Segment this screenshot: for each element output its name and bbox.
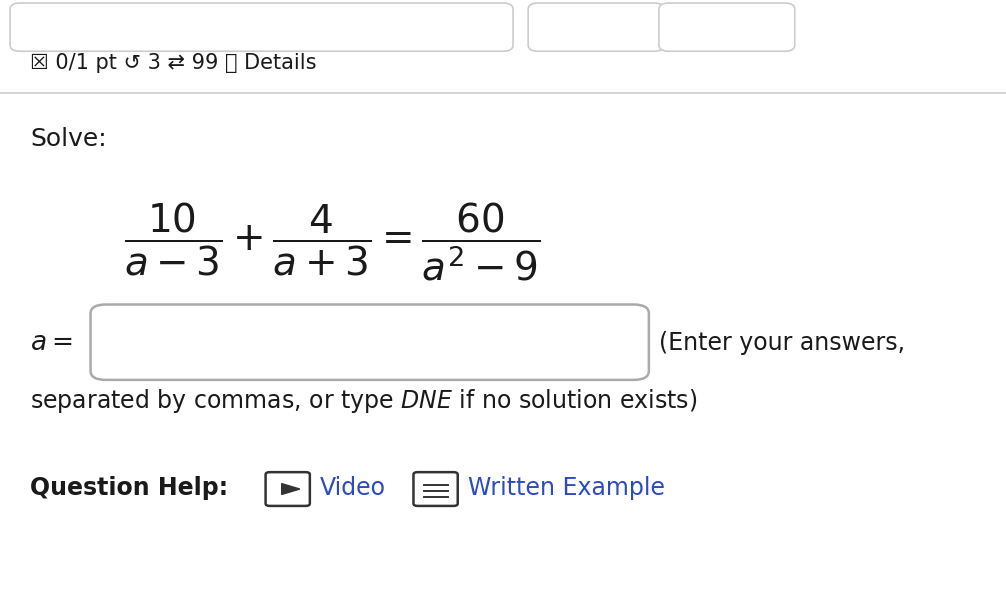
Polygon shape [282,484,300,494]
FancyBboxPatch shape [266,472,310,506]
Text: $\dfrac{10}{a-3}+\dfrac{4}{a+3}=\dfrac{60}{a^2-9}$: $\dfrac{10}{a-3}+\dfrac{4}{a+3}=\dfrac{6… [124,200,540,283]
Text: $a =$: $a =$ [30,329,72,356]
Text: Question Help:: Question Help: [30,476,228,500]
Text: ☒ 0/1 pt ↺ 3 ⇄ 99 ⓘ Details: ☒ 0/1 pt ↺ 3 ⇄ 99 ⓘ Details [30,53,317,74]
Text: Written Example: Written Example [468,476,665,500]
FancyBboxPatch shape [659,3,795,51]
FancyBboxPatch shape [413,472,458,506]
FancyBboxPatch shape [10,3,513,51]
FancyBboxPatch shape [528,3,664,51]
Text: separated by commas, or type $\mathit{DNE}$ if no solution exists): separated by commas, or type $\mathit{DN… [30,387,697,415]
Text: Video: Video [320,476,386,500]
Text: Solve:: Solve: [30,127,107,151]
FancyBboxPatch shape [91,305,649,380]
Text: (Enter your answers,: (Enter your answers, [659,330,905,355]
